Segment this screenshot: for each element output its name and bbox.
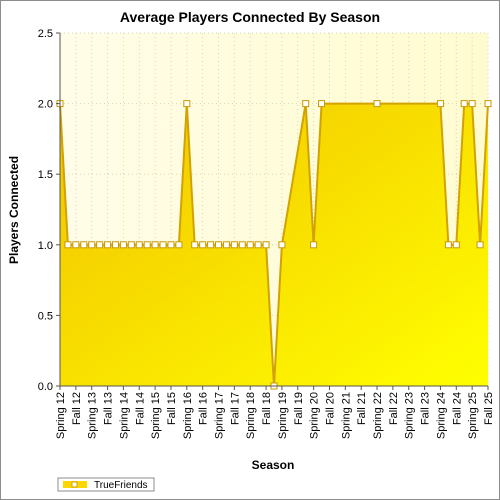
data-point (302, 100, 310, 108)
data-point (175, 241, 183, 249)
data-point (135, 241, 143, 249)
x-tick-label: Spring 21 (340, 392, 352, 439)
data-point (444, 241, 452, 249)
data-point (468, 100, 476, 108)
data-point (127, 241, 135, 249)
x-tick-label: Fall 25 (483, 392, 495, 425)
data-point (167, 241, 175, 249)
data-point (199, 241, 207, 249)
y-tick-label: 2.0 (38, 99, 53, 111)
data-point (191, 241, 199, 249)
data-point (222, 241, 230, 249)
x-tick-label: Spring 15 (150, 392, 162, 439)
x-tick-label: Spring 20 (309, 392, 321, 439)
x-tick-label: Spring 18 (245, 392, 257, 439)
y-axis-title: Players Connected (7, 156, 21, 264)
data-point (452, 241, 460, 249)
data-point (159, 241, 167, 249)
x-tick-label: Fall 21 (356, 392, 368, 425)
x-tick-label: Fall 17 (229, 392, 241, 425)
x-tick-label: Spring 25 (467, 392, 479, 439)
x-tick-label: Fall 19 (293, 392, 305, 425)
x-tick-labels: Spring 12 Fall 12 Spring 13 Fall 13 Spring 1… (55, 386, 495, 439)
series-area (60, 103, 488, 386)
x-tick-label: Fall 16 (198, 392, 210, 425)
x-tick-label: Spring 12 (55, 392, 67, 439)
x-tick-label: Spring 13 (87, 392, 99, 439)
data-point (278, 241, 286, 249)
x-tick-label: Fall 18 (261, 392, 273, 425)
x-tick-label: Spring 17 (214, 392, 226, 439)
data-point (436, 100, 444, 108)
y-tick-label: 1.0 (38, 240, 53, 252)
x-tick-label: Spring 14 (118, 392, 130, 439)
x-tick-label: Spring 16 (182, 392, 194, 439)
legend-label: TrueFriends (94, 480, 148, 491)
data-point (64, 241, 72, 249)
data-point (207, 241, 215, 249)
x-tick-label: Spring 22 (372, 392, 384, 439)
series-markers (56, 100, 492, 390)
y-tick-label: 2.5 (38, 28, 53, 40)
x-tick-label: Fall 22 (388, 392, 400, 425)
data-point (151, 241, 159, 249)
data-point (88, 241, 96, 249)
x-tick-label: Spring 23 (404, 392, 416, 439)
data-point (183, 100, 191, 108)
data-point (111, 241, 119, 249)
y-tick-label: 1.5 (38, 169, 53, 181)
x-axis-title: Season (252, 458, 295, 472)
x-tick-label: Fall 13 (103, 392, 115, 425)
axes (59, 33, 488, 387)
data-point (310, 241, 318, 249)
x-tick-label: Fall 23 (420, 392, 432, 425)
chart-title: Average Players Connected By Season (120, 9, 380, 25)
data-point (215, 241, 223, 249)
data-point (262, 241, 270, 249)
x-tick-label: Fall 14 (134, 392, 146, 425)
data-point (104, 241, 112, 249)
x-tick-label: Fall 12 (71, 392, 83, 425)
data-point (373, 100, 381, 108)
data-point (143, 241, 151, 249)
data-point (254, 241, 262, 249)
data-point (80, 241, 88, 249)
x-tick-label: Fall 15 (166, 392, 178, 425)
data-point (96, 241, 104, 249)
data-point (318, 100, 326, 108)
legend: TrueFriends (57, 477, 155, 492)
y-tick-labels: 0.0 0.5 1.0 1.5 2.0 2.5 (38, 28, 60, 393)
data-point (238, 241, 246, 249)
data-point (476, 241, 484, 249)
data-point (246, 241, 254, 249)
y-tick-label: 0.0 (38, 381, 53, 393)
data-point (230, 241, 238, 249)
y-tick-label: 0.5 (38, 310, 53, 322)
x-tick-label: Spring 19 (277, 392, 289, 439)
data-point (72, 241, 80, 249)
x-tick-label: Fall 20 (324, 392, 336, 425)
data-point (460, 100, 468, 108)
legend-marker (71, 481, 78, 488)
data-point (119, 241, 127, 249)
x-tick-label: Spring 24 (435, 392, 447, 439)
x-tick-label: Fall 24 (451, 392, 463, 425)
data-point (484, 100, 492, 108)
